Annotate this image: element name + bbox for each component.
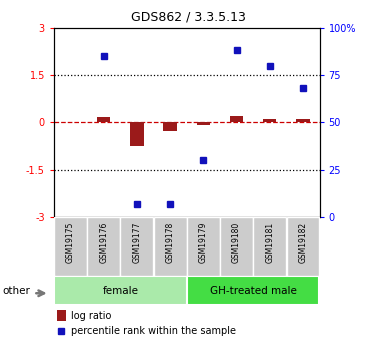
- Text: percentile rank within the sample: percentile rank within the sample: [71, 326, 236, 336]
- Text: GSM19177: GSM19177: [132, 221, 141, 263]
- Text: other: other: [2, 286, 30, 296]
- Bar: [197, 122, 210, 125]
- Bar: [121, 217, 153, 276]
- Text: log ratio: log ratio: [71, 311, 112, 321]
- Bar: [54, 276, 187, 305]
- Bar: [187, 217, 220, 276]
- Bar: [220, 217, 253, 276]
- Bar: [87, 217, 120, 276]
- Text: GH-treated male: GH-treated male: [210, 286, 296, 296]
- Bar: [57, 310, 66, 321]
- Text: GSM19175: GSM19175: [66, 221, 75, 263]
- Bar: [97, 117, 110, 122]
- Text: GSM19176: GSM19176: [99, 221, 108, 263]
- Bar: [187, 276, 320, 305]
- Bar: [286, 217, 320, 276]
- Text: GSM19178: GSM19178: [166, 221, 175, 263]
- Bar: [296, 119, 310, 122]
- Bar: [230, 116, 243, 122]
- Text: GDS862 / 3.3.5.13: GDS862 / 3.3.5.13: [131, 10, 246, 23]
- Text: GSM19182: GSM19182: [298, 221, 308, 263]
- Bar: [130, 122, 144, 146]
- Bar: [54, 217, 87, 276]
- Bar: [154, 217, 187, 276]
- Text: GSM19179: GSM19179: [199, 221, 208, 263]
- Text: GSM19181: GSM19181: [265, 221, 274, 263]
- Bar: [164, 122, 177, 131]
- Text: female: female: [102, 286, 138, 296]
- Bar: [263, 119, 276, 122]
- Text: GSM19180: GSM19180: [232, 221, 241, 263]
- Bar: [253, 217, 286, 276]
